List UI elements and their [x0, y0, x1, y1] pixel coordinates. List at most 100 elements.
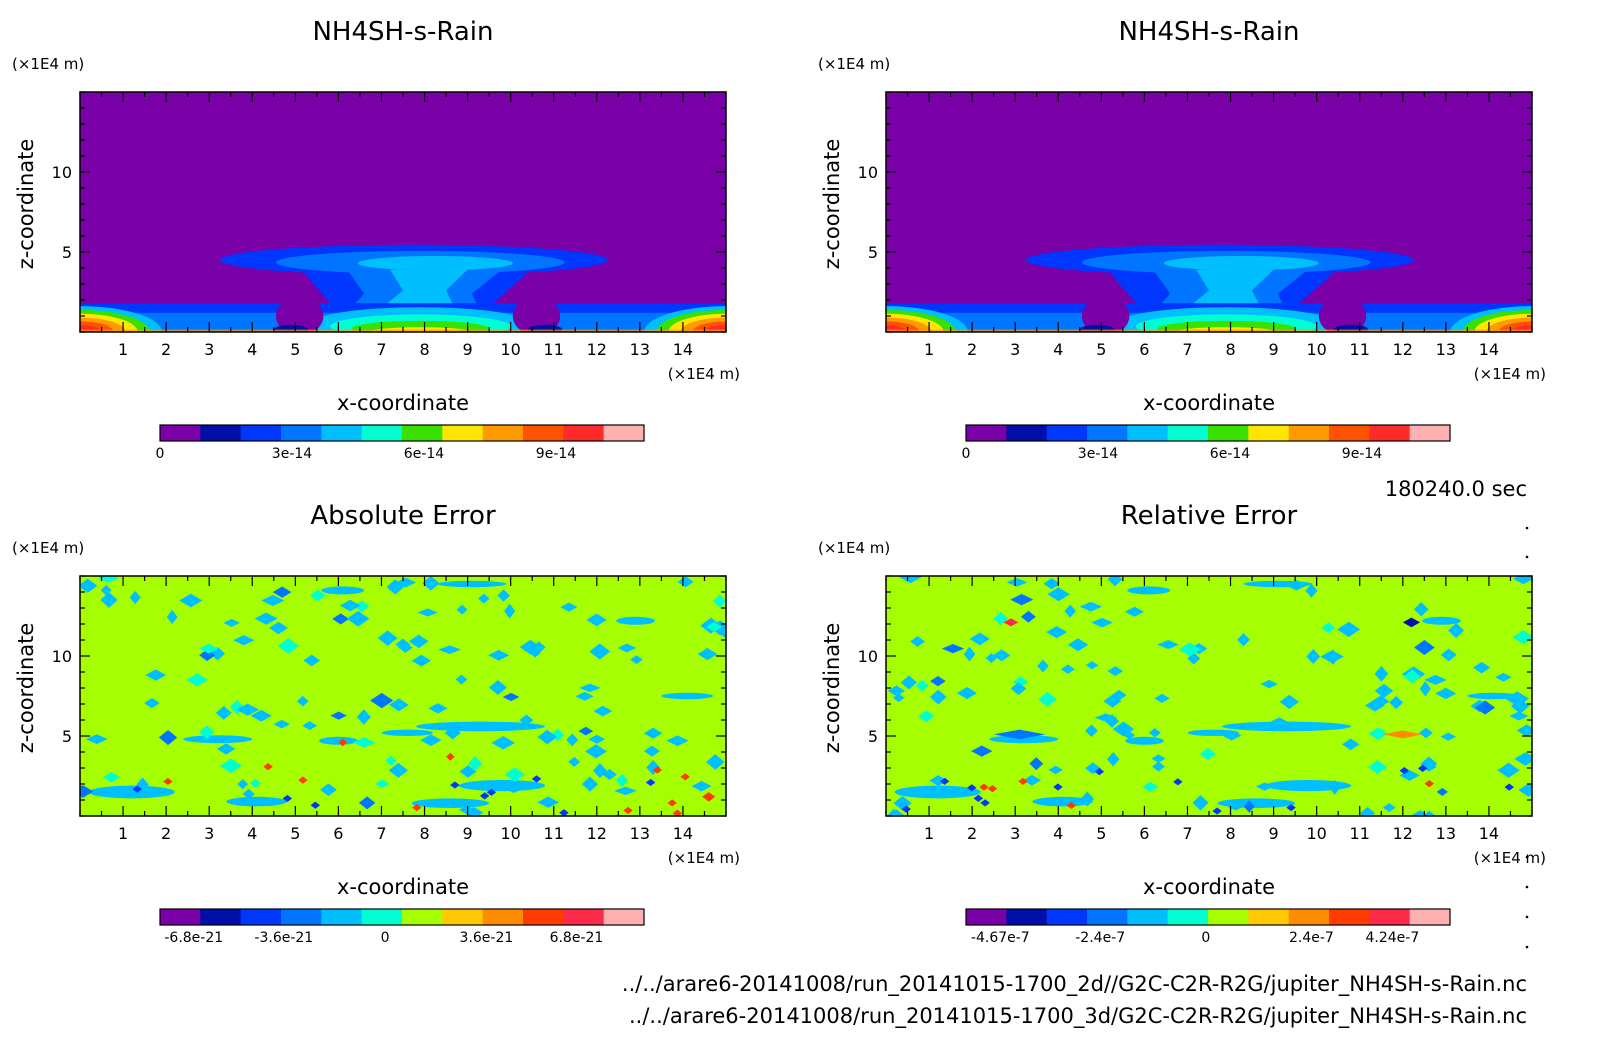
p2-field — [886, 92, 1532, 332]
p3-speck-69 — [706, 622, 722, 632]
edge-dot — [1525, 915, 1529, 919]
p3-xtick-label: 1 — [118, 824, 128, 843]
p3-patch-4 — [616, 616, 655, 625]
p2-colorbar-segment — [1369, 425, 1411, 441]
p4-strong-8 — [1286, 804, 1296, 812]
p1-xtick-label: 8 — [419, 340, 429, 359]
p4-patch-7 — [894, 785, 981, 799]
p3-speck-80 — [593, 762, 607, 779]
p3-speck-78 — [273, 719, 290, 729]
p3-speck-118 — [370, 692, 394, 709]
p3-speck-55 — [575, 691, 594, 701]
p4-speck-4 — [918, 710, 935, 723]
p3-title: Absolute Error — [310, 501, 496, 531]
p1-xtick-label: 5 — [290, 340, 300, 359]
p4-speck-100 — [1511, 698, 1530, 714]
p4-speck-51 — [1107, 666, 1124, 677]
p2-colorbar-tick: 9e-14 — [1342, 446, 1382, 462]
p4-speck-86 — [887, 685, 905, 697]
p3-xtick-label: 7 — [376, 824, 386, 843]
p3-speck-34 — [666, 735, 689, 747]
p3-speck-83 — [488, 679, 507, 696]
p2-colorbar-segment — [1087, 425, 1128, 441]
p4-speck-91 — [1237, 633, 1250, 647]
p4-speck-42 — [1047, 587, 1070, 602]
p3-speck-72 — [455, 674, 468, 685]
p4-speck-69 — [1020, 610, 1036, 623]
p3-xtick-label: 8 — [419, 824, 429, 843]
p2-colorbar-segment — [1127, 425, 1169, 441]
p4-speck-114 — [1342, 738, 1360, 751]
p3-speck-108 — [581, 776, 599, 792]
p1-title: NH4SH-s-Rain — [312, 17, 493, 47]
p4-speck-5 — [1436, 787, 1448, 797]
edge-dot — [1525, 855, 1529, 859]
p3-speck-102 — [339, 599, 361, 612]
p2-colorbar-segment — [1409, 425, 1451, 441]
p2-colorbar-frame — [965, 424, 1451, 442]
p4-colorbar-tick: 0 — [1201, 930, 1210, 946]
p1-xlabel: x-coordinate — [337, 391, 469, 415]
p3-speck-52 — [568, 756, 581, 767]
p2-xtick-label: 11 — [1350, 340, 1370, 359]
p3-hot-c — [702, 792, 716, 802]
p4-xlabel: x-coordinate — [1143, 875, 1275, 899]
p3-strong-1 — [263, 763, 273, 771]
p1-field — [80, 92, 726, 332]
p3-speck-89 — [374, 779, 390, 789]
p4-colorbar-segment — [1288, 909, 1330, 925]
p3-speck-47 — [129, 590, 141, 605]
p4-colorbar-tick: -4.67e-7 — [971, 930, 1030, 946]
p3-speck-58 — [97, 576, 119, 584]
p3-strong-13 — [310, 801, 321, 809]
p2-panel: NH4SH-s-Rain (×1E4 m) z-coordinate (×1E4 m)… — [818, 17, 1546, 462]
p4-speck-40 — [1192, 795, 1209, 811]
p4-strong-0 — [1504, 783, 1514, 791]
p1-gap-right — [512, 296, 561, 332]
p4-field — [886, 576, 1532, 816]
p3-speck-12 — [237, 778, 249, 790]
p4-background — [886, 576, 1532, 816]
p3-colorbar-segment — [281, 909, 322, 925]
p4-speck-29 — [971, 745, 993, 757]
p4-xtick-label: 5 — [1096, 824, 1106, 843]
p3-colorbar-segment — [442, 909, 484, 925]
p3-speck-22 — [223, 618, 240, 627]
p3-speck-15 — [428, 703, 448, 714]
p3-speck-96 — [586, 613, 607, 627]
p4-speck-38 — [1514, 752, 1532, 766]
p3-speck-20 — [438, 645, 462, 655]
p3-speck-35 — [706, 754, 725, 770]
p1-xtick-label: 1 — [118, 340, 128, 359]
p3-colorbar-tick: 6.8e-21 — [550, 930, 604, 946]
p1-xtick-label: 2 — [161, 340, 171, 359]
p3-speck-27 — [210, 646, 226, 661]
p4-patch-6 — [1127, 586, 1171, 595]
p3-speck-16 — [386, 579, 405, 595]
p4-speck-76 — [1419, 727, 1433, 739]
p3-speck-98 — [320, 783, 337, 797]
p4-speck-119 — [1010, 593, 1034, 606]
p3-colorbar-segment — [240, 909, 282, 925]
p3-strong-4 — [479, 792, 490, 800]
p3-xtick-label: 14 — [673, 824, 693, 843]
p4-speck-19 — [1080, 791, 1095, 807]
p4-speck-15 — [1123, 731, 1135, 740]
p3-patch-7 — [88, 785, 175, 799]
p4-colorbar-tick: 4.24e-7 — [1365, 930, 1419, 946]
p4-speck-67 — [1029, 757, 1044, 771]
p3-speck-2 — [551, 728, 565, 742]
p3-speck-76 — [199, 643, 219, 654]
p1-colorbar-segment — [482, 425, 524, 441]
p4-speck-96 — [963, 646, 976, 662]
edge-dot — [1525, 526, 1529, 530]
p4-speck-83 — [1389, 695, 1404, 710]
p4-xtick-label: 11 — [1350, 824, 1370, 843]
p3-y-unit: (×1E4 m) — [12, 539, 84, 557]
p2-colorbar-tick: 3e-14 — [1078, 446, 1118, 462]
p2-stem-core — [1187, 269, 1274, 308]
p3-xtick-label: 4 — [247, 824, 257, 843]
p4-speck-106 — [1243, 800, 1255, 813]
p4-speck-115 — [1151, 754, 1166, 763]
p4-xtick-label: 3 — [1010, 824, 1020, 843]
